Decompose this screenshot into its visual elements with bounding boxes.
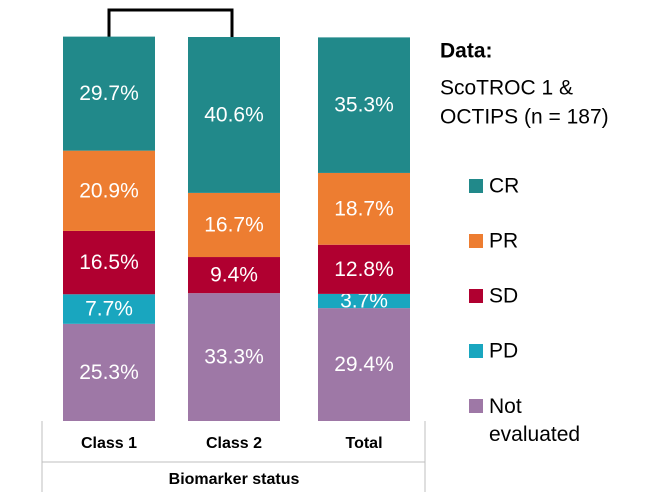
legend-swatch [469, 179, 483, 193]
data-label: 16.7% [204, 214, 264, 237]
bar-segment [63, 150, 155, 231]
legend-label: SD [489, 285, 518, 308]
x-tick-label: Class 1 [81, 435, 137, 452]
data-label: 12.8% [334, 258, 394, 281]
data-label: 20.9% [79, 179, 139, 202]
bar-segment [63, 323, 155, 421]
legend-swatch [469, 344, 483, 358]
legend-label: PD [489, 340, 518, 363]
legend-swatch [469, 234, 483, 248]
bar-segment [188, 257, 280, 294]
legend-subtitle: ScoTROC 1 & [440, 77, 573, 100]
x-tick-label: Total [345, 435, 382, 452]
data-label: 18.7% [334, 197, 394, 220]
legend-label: CR [489, 175, 519, 198]
bar-segment [318, 37, 410, 173]
x-tick-label: Class 2 [206, 435, 262, 452]
legend-subtitle: OCTIPS (n = 187) [440, 106, 609, 129]
data-label: 29.4% [334, 353, 394, 376]
significance-bracket [107, 8, 234, 37]
data-label: 25.3% [79, 361, 139, 384]
bar-segment [63, 294, 155, 324]
data-label: 33.3% [204, 346, 264, 369]
legend-label: Not evaluated [489, 395, 580, 446]
bar-segment [63, 230, 155, 295]
legend-swatch [469, 289, 483, 303]
bar-segment [318, 308, 410, 421]
data-label: 29.7% [79, 82, 139, 105]
bar-segment [188, 293, 280, 421]
legend-label: PR [489, 230, 518, 253]
bar-segment [318, 244, 410, 294]
data-label: 16.5% [79, 251, 139, 274]
data-label: 3.7% [340, 290, 388, 313]
bar-segment [63, 36, 155, 151]
legend-title: Data: [440, 40, 493, 63]
data-label: 35.3% [334, 94, 394, 117]
data-label: 9.4% [210, 264, 258, 287]
data-label: 7.7% [85, 298, 133, 321]
legend-swatch [469, 399, 483, 413]
bar-segment [318, 293, 410, 309]
bar-segment [188, 192, 280, 258]
data-label: 40.6% [204, 103, 264, 126]
axis-box [41, 421, 426, 492]
bar-segment [318, 172, 410, 245]
bar-segment [188, 37, 280, 193]
x-axis-label: Biomarker status [169, 471, 300, 488]
